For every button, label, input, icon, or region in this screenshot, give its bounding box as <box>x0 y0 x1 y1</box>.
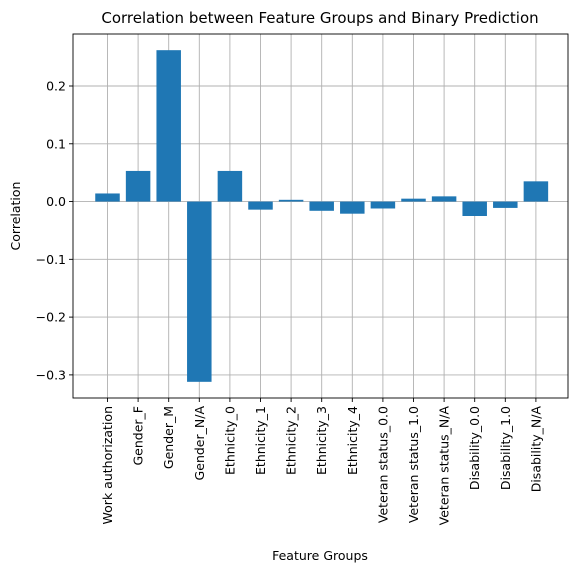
bar <box>156 50 181 202</box>
bar <box>493 201 518 208</box>
y-tick-label: 0.1 <box>46 136 66 151</box>
bar <box>431 196 457 202</box>
y-axis-ticks: −0.3 −0.2 −0.1 0.0 0.1 0.2 <box>36 79 73 382</box>
y-tick-label: −0.2 <box>36 310 66 325</box>
bar <box>278 199 304 202</box>
chart-title: Correlation between Feature Groups and B… <box>101 9 538 27</box>
x-tick-label: Ethnicity_2 <box>284 406 299 475</box>
y-axis-label: Correlation <box>8 182 23 251</box>
y-tick-label: −0.3 <box>36 367 66 382</box>
x-tick-label: Disability_0.0 <box>467 406 482 490</box>
x-tick-label: Veteran status_N/A <box>437 406 452 526</box>
x-tick-label: Work authorization <box>100 406 115 524</box>
bars <box>95 50 549 382</box>
x-tick-label: Disability_N/A <box>528 406 543 493</box>
x-tick-label: Gender_M <box>161 406 176 469</box>
bar <box>370 201 396 209</box>
x-tick-label: Ethnicity_3 <box>314 406 329 475</box>
bar <box>523 181 549 202</box>
bar <box>95 193 120 202</box>
x-axis-label: Feature Groups <box>272 548 368 563</box>
x-tick-label: Veteran status_1.0 <box>406 406 421 523</box>
plot-frame <box>72 33 569 399</box>
y-tick-label: 0.2 <box>46 79 66 94</box>
x-tick-label: Gender_F <box>131 406 146 466</box>
grid <box>73 34 568 398</box>
bar <box>309 201 334 211</box>
x-tick-label: Veteran status_0.0 <box>375 406 390 523</box>
x-tick-label: Ethnicity_4 <box>345 406 360 475</box>
bar <box>217 170 243 202</box>
x-tick-label: Disability_1.0 <box>498 406 513 490</box>
x-tick-label: Ethnicity_1 <box>253 406 268 475</box>
bar <box>462 201 487 216</box>
x-tick-label: Gender_N/A <box>192 406 207 481</box>
bar <box>248 201 273 210</box>
bar <box>187 201 212 382</box>
bar <box>125 170 151 202</box>
y-tick-label: 0.0 <box>46 194 66 209</box>
x-tick-label: Ethnicity_0 <box>222 406 237 475</box>
y-tick-label: −0.1 <box>36 252 66 267</box>
bar <box>340 201 365 214</box>
bar <box>401 198 426 202</box>
x-axis-ticks: Work authorization Gender_F Gender_M Gender… <box>100 398 543 525</box>
